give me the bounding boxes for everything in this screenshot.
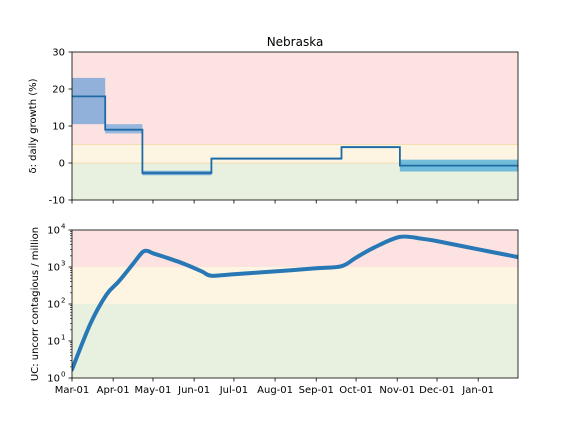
growth-band-2 (72, 52, 518, 145)
growth-step-line (72, 95, 518, 174)
contagious-band-1 (72, 267, 518, 304)
contagious-y-tick-exp-3: 3 (61, 260, 65, 268)
uncorr-contagious-x-ticks: Mar-01 Apr-01 May-01 Jun-01 Jul-01 Aug-01 Sep-… (55, 378, 494, 396)
contagious-y-tick-exp-4: 4 (61, 223, 66, 231)
daily-growth-line (72, 95, 518, 174)
growth-y-tick-label-3: 20 (52, 85, 65, 96)
contagious-x-tick-label-9: Dec-01 (419, 385, 455, 396)
growth-y-tick-label-2: 10 (52, 122, 65, 133)
contagious-x-tick-label-6: Sep-01 (299, 385, 334, 396)
daily-growth-y-label: δ: daily growth (%) (28, 78, 39, 173)
contagious-x-tick-label-5: Aug-01 (257, 385, 293, 396)
contagious-y-tick-label-0: 10 (47, 374, 60, 385)
contagious-x-tick-label-7: Oct-01 (339, 385, 373, 396)
contagious-x-tick-label-3: Jun-01 (177, 385, 210, 396)
contagious-x-tick-label-2: May-01 (135, 385, 172, 396)
daily-growth-y-ticks: -10 0 10 20 30 (49, 48, 72, 207)
growth-band-1 (72, 144, 518, 163)
contagious-band-0 (72, 304, 518, 378)
contagious-y-tick-label-1: 10 (47, 337, 60, 348)
growth-interval-1 (105, 124, 143, 134)
daily-growth-panel: -10 0 10 20 30 δ: daily growth (%) (28, 48, 519, 207)
uncorr-contagious-frame (71, 229, 519, 379)
uncorr-contagious-bands (72, 230, 518, 378)
contagious-x-tick-label-10: Jan-01 (461, 385, 494, 396)
uncorr-contagious-panel: Mar-01 Apr-01 May-01 Jun-01 Jul-01 Aug-01 Sep-… (30, 223, 519, 396)
uncorr-contagious-line (72, 234, 518, 372)
contagious-y-tick-exp-0: 0 (61, 371, 65, 379)
uncorr-contagious-y-label: UC: uncorr contagious / million (30, 227, 41, 381)
contagious-x-tick-label-0: Mar-01 (55, 385, 90, 396)
contagious-y-tick-label-4: 10 (47, 226, 60, 237)
growth-y-tick-label-4: 30 (52, 48, 65, 59)
growth-interval-0 (72, 77, 106, 125)
daily-growth-x-ticks (71, 200, 479, 204)
contagious-x-tick-label-1: Apr-01 (97, 385, 130, 396)
chart-title: Nebraska (267, 35, 324, 49)
growth-y-tick-label-0: -10 (49, 196, 65, 207)
contagious-band-2 (72, 230, 518, 267)
contagious-curve (72, 234, 518, 372)
contagious-x-tick-label-8: Nov-01 (379, 385, 415, 396)
contagious-y-tick-label-2: 10 (47, 300, 60, 311)
contagious-y-tick-label-3: 10 (47, 263, 60, 274)
contagious-x-tick-label-4: Jul-01 (219, 385, 248, 396)
growth-y-tick-label-1: 0 (59, 159, 65, 170)
contagious-y-tick-exp-2: 2 (61, 297, 65, 305)
daily-growth-frame (71, 51, 519, 201)
contagious-y-tick-exp-1: 1 (61, 334, 65, 342)
